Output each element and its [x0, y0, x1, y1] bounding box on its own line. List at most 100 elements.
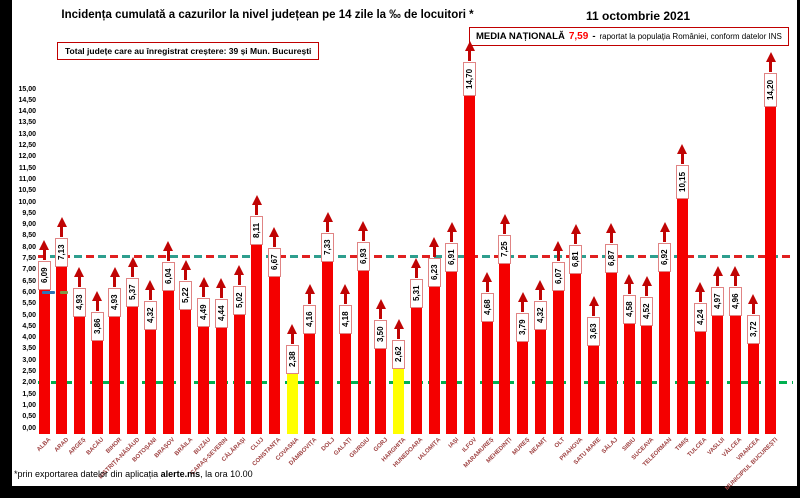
bar-value-label: 6,04	[161, 262, 175, 292]
increase-arrow-icon	[393, 318, 404, 339]
chart-bar-prahova	[570, 274, 582, 434]
y-axis-tick-label: 3,50	[22, 345, 36, 353]
bar-value-label: 4,68	[480, 293, 494, 323]
increase-arrow-icon	[74, 266, 85, 287]
increase-arrow-icon	[163, 241, 174, 262]
x-axis-county-label: ALBA	[36, 437, 53, 454]
bar-value-label: 6,87	[604, 243, 618, 273]
bar-value-label: 4,93	[72, 287, 86, 317]
chart-bar-giurgiu	[357, 271, 369, 434]
y-axis-tick-label: 8,50	[22, 232, 36, 240]
chart-bar-gorj	[375, 348, 387, 434]
increase-arrow-icon	[127, 256, 138, 277]
bar-value-label: 5,22	[179, 281, 193, 311]
chart-bar-teleorman	[659, 271, 671, 434]
chart-bar-sibiu	[623, 324, 635, 434]
national-average-note: raportat la populația României, conform …	[599, 32, 782, 41]
y-axis-tick-label: 1,00	[22, 401, 36, 409]
y-axis-tick-label: 4,00	[22, 334, 36, 342]
chart-bar-dâmbovița	[304, 333, 316, 434]
increase-arrow-icon	[588, 295, 599, 316]
bar-value-label: 4,52	[640, 296, 654, 326]
chart-bar-argeș	[73, 316, 85, 434]
increase-arrow-icon	[269, 227, 280, 248]
bar-value-label: 8,11	[250, 215, 264, 245]
increase-arrow-icon	[482, 272, 493, 293]
increase-arrow-icon	[92, 290, 103, 311]
total-counties-box: Total județe care au înregistrat creșter…	[57, 42, 320, 60]
bar-value-label: 4,58	[622, 295, 636, 325]
increase-arrow-icon	[712, 265, 723, 286]
increase-arrow-icon	[429, 237, 440, 258]
increase-arrow-icon	[340, 283, 351, 304]
bar-value-label: 3,72	[746, 314, 760, 344]
national-average-box: MEDIA NAȚIONALĂ 7,59 - raportat la popul…	[469, 27, 789, 46]
bar-value-label: 4,24	[693, 303, 707, 333]
y-axis-tick-label: 11,50	[18, 164, 36, 172]
y-axis-tick-label: 11,00	[18, 175, 36, 183]
bottom-black-border	[0, 486, 800, 498]
increase-arrow-icon	[570, 224, 581, 245]
chart-bar-olt	[552, 290, 564, 434]
bar-value-label: 3,63	[587, 316, 601, 346]
increase-arrow-icon	[606, 222, 617, 243]
increase-arrow-icon	[322, 212, 333, 233]
increase-arrow-icon	[464, 40, 475, 61]
y-axis-tick-label: 12,50	[18, 142, 36, 149]
bar-value-label: 5,31	[409, 278, 423, 308]
bar-value-label: 6,23	[427, 258, 441, 288]
y-axis-tick-label: 0,50	[22, 413, 36, 421]
increase-arrow-icon	[446, 221, 457, 242]
y-axis-tick-label: 15,00	[18, 85, 36, 93]
y-axis-tick-label: 4,50	[22, 322, 36, 330]
chart-bar-vâlcea	[729, 315, 741, 434]
right-black-border	[797, 0, 800, 498]
increase-arrow-icon	[695, 282, 705, 303]
bar-value-label: 14,70	[463, 61, 477, 96]
increase-arrow-icon	[677, 143, 688, 164]
bar-value-label: 5,02	[232, 285, 246, 315]
increase-arrow-icon	[553, 240, 564, 261]
y-axis-tick-label: 7,00	[22, 266, 36, 274]
chart-bar-constanța	[268, 277, 280, 434]
bar-value-label: 2,62	[392, 339, 406, 369]
y-axis-tick-label: 14,50	[18, 96, 36, 104]
bar-value-label: 14,20	[764, 73, 778, 108]
footnote: *prin exportarea datelor din aplicația a…	[14, 469, 253, 479]
bar-value-label: 4,18	[338, 304, 352, 334]
bar-value-label: 4,16	[303, 304, 317, 334]
bar-value-label: 4,32	[143, 301, 157, 331]
increase-arrow-icon	[765, 52, 776, 73]
bar-value-label: 6,09	[37, 261, 51, 291]
y-axis-tick-label: 0,00	[22, 424, 36, 432]
y-axis-tick-label: 10,50	[18, 187, 36, 195]
increase-arrow-icon	[499, 214, 510, 235]
y-axis-tick-label: 9,50	[22, 209, 36, 217]
y-axis-tick-label: 8,00	[22, 243, 36, 251]
y-axis-tick-label: 1,50	[22, 390, 36, 398]
bar-value-label: 6,91	[445, 242, 459, 272]
increase-arrow-icon	[375, 298, 386, 319]
national-average-label: MEDIA NAȚIONALĂ	[476, 31, 565, 42]
increase-arrow-icon	[109, 266, 120, 287]
chart-bar-cluj	[251, 244, 263, 434]
bar-value-label: 6,93	[356, 242, 370, 272]
chart-bar-buzău	[198, 326, 210, 434]
y-axis-tick-label: 2,50	[22, 368, 36, 375]
increase-arrow-icon	[730, 265, 741, 286]
total-counties-text: Total județe care au înregistrat creșter…	[65, 46, 312, 56]
bar-value-label: 2,38	[285, 345, 299, 375]
chart-title: Incidența cumulată a cazurilor la nivel …	[61, 9, 474, 21]
increase-arrow-icon	[535, 280, 546, 301]
bar-value-label: 7,13	[55, 237, 69, 267]
bar-value-label: 3,50	[374, 319, 388, 349]
increase-arrow-icon	[517, 292, 528, 313]
y-axis-tick-label: 6,00	[22, 288, 36, 296]
increase-arrow-icon	[198, 276, 209, 297]
increase-arrow-icon	[287, 324, 298, 345]
bar-value-label: 6,07	[551, 261, 565, 291]
chart-bar-brașov	[162, 291, 174, 434]
footnote-prefix: *prin exportarea datelor din aplicația	[14, 469, 161, 479]
